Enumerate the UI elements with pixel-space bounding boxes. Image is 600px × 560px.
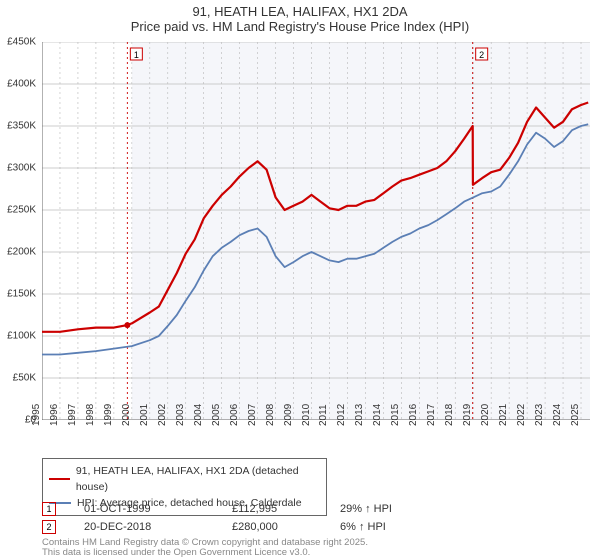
x-tick-label: 2025 (570, 404, 581, 426)
x-tick-label: 2008 (265, 404, 276, 426)
marker-badge: 2 (42, 520, 56, 534)
y-tick-label: £250K (7, 205, 36, 216)
x-tick-label: 2005 (211, 404, 222, 426)
x-tick-label: 2017 (426, 404, 437, 426)
x-tick-label: 1997 (67, 404, 78, 426)
legend-item: 91, HEATH LEA, HALIFAX, HX1 2DA (detache… (49, 463, 320, 495)
x-axis-ticks: 1995199619971998199920002001200220032004… (42, 420, 590, 460)
plot-svg: 12 (42, 42, 590, 420)
x-tick-label: 2012 (336, 404, 347, 426)
y-tick-label: £100K (7, 331, 36, 342)
y-axis-ticks: £0£50K£100K£150K£200K£250K£300K£350K£400… (0, 42, 40, 420)
marker-row: 2 20-DEC-2018 £280,000 6% ↑ HPI (42, 518, 582, 536)
y-tick-label: £350K (7, 121, 36, 132)
x-tick-label: 2015 (390, 404, 401, 426)
title-line-2: Price paid vs. HM Land Registry's House … (0, 19, 600, 34)
chart-container: 91, HEATH LEA, HALIFAX, HX1 2DA Price pa… (0, 0, 600, 560)
y-tick-label: £450K (7, 37, 36, 48)
marker-date: 01-OCT-1999 (84, 503, 204, 515)
marker-badge: 1 (42, 502, 56, 516)
x-tick-label: 1996 (49, 404, 60, 426)
x-tick-label: 2002 (157, 404, 168, 426)
svg-text:1: 1 (134, 50, 139, 60)
footer: Contains HM Land Registry data © Crown c… (42, 538, 368, 559)
footer-line-2: This data is licensed under the Open Gov… (42, 548, 368, 558)
marker-price: £280,000 (232, 521, 312, 533)
marker-relative: 29% ↑ HPI (340, 503, 460, 515)
title-block: 91, HEATH LEA, HALIFAX, HX1 2DA Price pa… (0, 0, 600, 34)
x-tick-label: 2009 (283, 404, 294, 426)
x-tick-label: 2018 (444, 404, 455, 426)
x-tick-label: 2011 (318, 404, 329, 426)
x-tick-label: 2019 (462, 404, 473, 426)
x-tick-label: 1999 (103, 404, 114, 426)
y-tick-label: £300K (7, 163, 36, 174)
x-tick-label: 2000 (121, 404, 132, 426)
y-tick-label: £400K (7, 79, 36, 90)
legend-swatch (49, 478, 70, 480)
plot-area: 12 (42, 42, 590, 420)
y-tick-label: £200K (7, 247, 36, 258)
x-tick-label: 2003 (175, 404, 186, 426)
x-tick-label: 2006 (229, 404, 240, 426)
x-tick-label: 2016 (408, 404, 419, 426)
y-tick-label: £150K (7, 289, 36, 300)
svg-text:2: 2 (479, 50, 484, 60)
x-tick-label: 2023 (534, 404, 545, 426)
title-line-1: 91, HEATH LEA, HALIFAX, HX1 2DA (0, 4, 600, 19)
x-tick-label: 2021 (498, 404, 509, 426)
x-tick-label: 1998 (85, 404, 96, 426)
marker-row: 1 01-OCT-1999 £112,995 29% ↑ HPI (42, 500, 582, 518)
x-tick-label: 2024 (552, 404, 563, 426)
marker-price: £112,995 (232, 503, 312, 515)
marker-date: 20-DEC-2018 (84, 521, 204, 533)
x-tick-label: 2020 (480, 404, 491, 426)
marker-relative: 6% ↑ HPI (340, 521, 460, 533)
x-tick-label: 2001 (139, 404, 150, 426)
x-tick-label: 2022 (516, 404, 527, 426)
x-tick-label: 2013 (354, 404, 365, 426)
x-tick-label: 2007 (247, 404, 258, 426)
x-tick-label: 1995 (31, 404, 42, 426)
x-tick-label: 2010 (301, 404, 312, 426)
marker-table: 1 01-OCT-1999 £112,995 29% ↑ HPI 2 20-DEC-201… (42, 500, 582, 536)
y-tick-label: £50K (13, 373, 36, 384)
legend-label: 91, HEATH LEA, HALIFAX, HX1 2DA (detache… (76, 463, 320, 495)
x-tick-label: 2004 (193, 404, 204, 426)
x-tick-label: 2014 (372, 404, 383, 426)
